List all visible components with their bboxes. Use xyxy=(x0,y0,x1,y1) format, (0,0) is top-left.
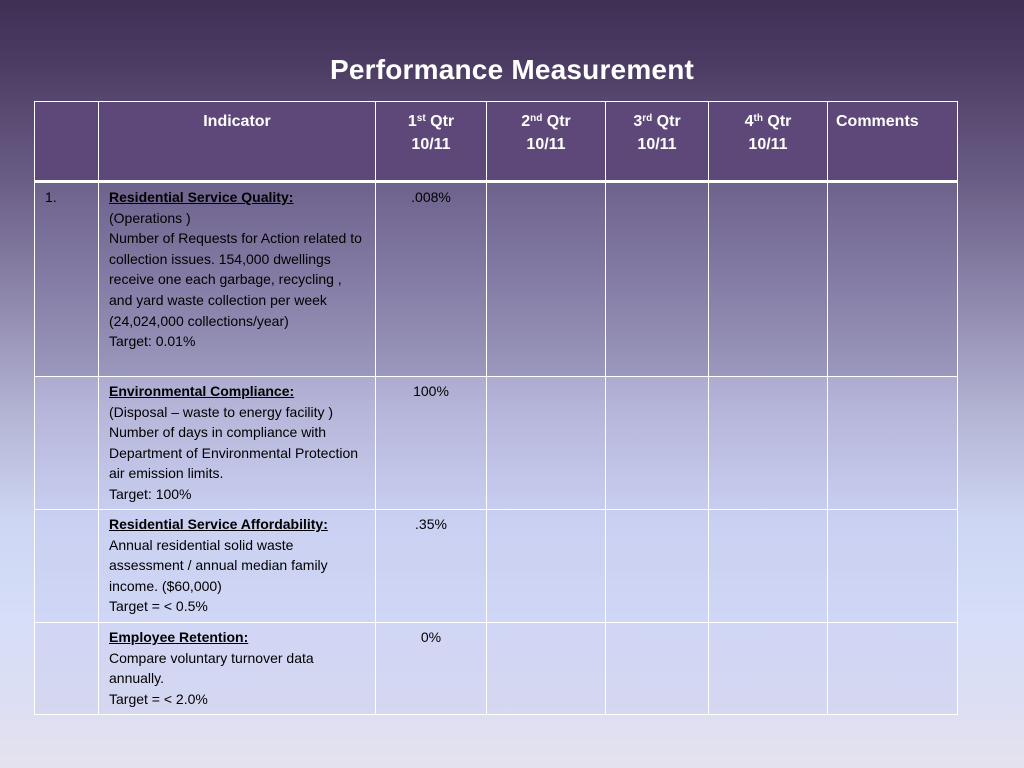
comments-value xyxy=(827,376,958,510)
header-indicator: Indicator xyxy=(98,101,376,182)
indicator-title: Employee Retention: xyxy=(109,629,249,645)
q4-value xyxy=(708,181,828,377)
q3-value xyxy=(605,181,709,377)
q4-value xyxy=(708,509,828,623)
indicator-line: Number of Requests for Action related to… xyxy=(109,230,362,329)
indicator-line: Target = < 0.5% xyxy=(109,598,208,615)
indicator-title: Environmental Compliance: xyxy=(109,383,295,399)
q3-value xyxy=(605,376,709,510)
indicator-line: Target: 100% xyxy=(109,485,192,502)
performance-table: Indicator 1st Qtr 10/11 2nd Qtr 10/11 3r… xyxy=(34,101,958,715)
comments-value xyxy=(827,181,958,377)
header-q1: 1st Qtr 10/11 xyxy=(375,101,487,182)
table-row: 1. Residential Service Quality: (Operati… xyxy=(34,181,958,377)
q2-value xyxy=(486,181,606,377)
header-q4: 4th Qtr 10/11 xyxy=(708,101,828,182)
indicator-cell: Residential Service Affordability: Annua… xyxy=(98,509,376,623)
indicator-line: Annual residential solid waste assessmen… xyxy=(109,536,328,594)
comments-value xyxy=(827,622,958,715)
indicator-line: (Operations ) xyxy=(109,209,191,226)
comments-value xyxy=(827,509,958,623)
q3-value xyxy=(605,509,709,623)
row-number xyxy=(34,376,99,510)
q1-value: 0% xyxy=(375,622,487,715)
table-row: Residential Service Affordability: Annua… xyxy=(34,509,958,623)
q3-value xyxy=(605,622,709,715)
slide-title: Performance Measurement xyxy=(329,54,695,85)
row-number xyxy=(34,622,99,715)
row-number xyxy=(34,509,99,623)
indicator-title: Residential Service Quality: xyxy=(109,189,294,205)
q4-value xyxy=(708,376,828,510)
header-comments: Comments xyxy=(827,101,958,182)
q1-value: .008% xyxy=(375,181,487,377)
indicator-cell: Environmental Compliance: (Disposal – wa… xyxy=(98,376,376,510)
indicator-line: Compare voluntary turnover data annually… xyxy=(109,649,314,687)
indicator-line: Number of days in compliance with Depart… xyxy=(109,424,359,482)
q2-value xyxy=(486,509,606,623)
q2-value xyxy=(486,622,606,715)
q2-value xyxy=(486,376,606,510)
indicator-line: Target: 0.01% xyxy=(109,333,196,350)
q4-value xyxy=(708,622,828,715)
indicator-title: Residential Service Affordability: xyxy=(109,516,328,532)
header-number xyxy=(34,101,99,182)
header-q3: 3rd Qtr 10/11 xyxy=(605,101,709,182)
indicator-cell: Residential Service Quality: (Operations… xyxy=(98,181,376,377)
indicator-cell: Employee Retention: Compare voluntary tu… xyxy=(98,622,376,715)
q1-value: .35% xyxy=(375,509,487,623)
q1-value: 100% xyxy=(375,376,487,510)
header-row: Indicator 1st Qtr 10/11 2nd Qtr 10/11 3r… xyxy=(34,101,958,182)
indicator-line: (Disposal – waste to energy facility ) xyxy=(109,403,334,420)
table-row: Environmental Compliance: (Disposal – wa… xyxy=(34,376,958,510)
header-q2: 2nd Qtr 10/11 xyxy=(486,101,606,182)
row-number: 1. xyxy=(34,181,99,377)
indicator-line: Target = < 2.0% xyxy=(109,690,208,707)
table-row: Employee Retention: Compare voluntary tu… xyxy=(34,622,958,715)
